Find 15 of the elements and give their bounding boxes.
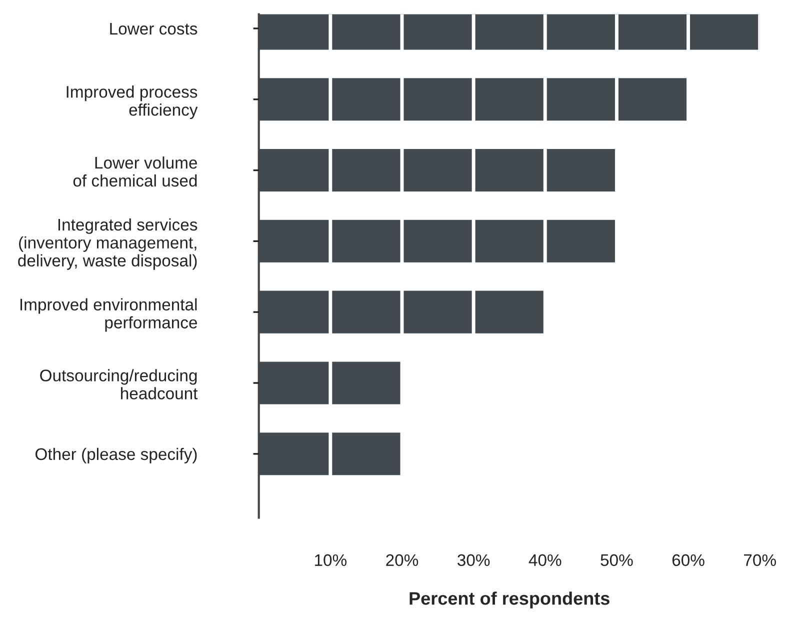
y-tick-label: Integrated services (inventory management, delivery, waste disposal) [18, 218, 198, 270]
x-tick-label: 10% [315, 554, 347, 566]
x-tick-label: 60% [672, 554, 704, 566]
x-tick-label: 70% [744, 554, 776, 566]
y-tick-label: Improved process efficiency [66, 86, 198, 120]
x-tick-label: 40% [528, 554, 562, 566]
x-tick-label: 20% [386, 554, 418, 566]
x-axis-title: Percent of respondents [410, 592, 610, 608]
x-tick-label: 30% [458, 554, 490, 566]
y-tick-label: Outsourcing/reducing headcount [40, 369, 198, 400]
y-tick-label: Lower costs [110, 23, 198, 35]
y-tick-label: Improved environmental performance [20, 298, 197, 332]
x-tick-label: 50% [600, 554, 633, 566]
y-tick-label: Other (please specify) [36, 448, 197, 464]
y-tick-label: Lower volume of chemical used [73, 156, 197, 187]
